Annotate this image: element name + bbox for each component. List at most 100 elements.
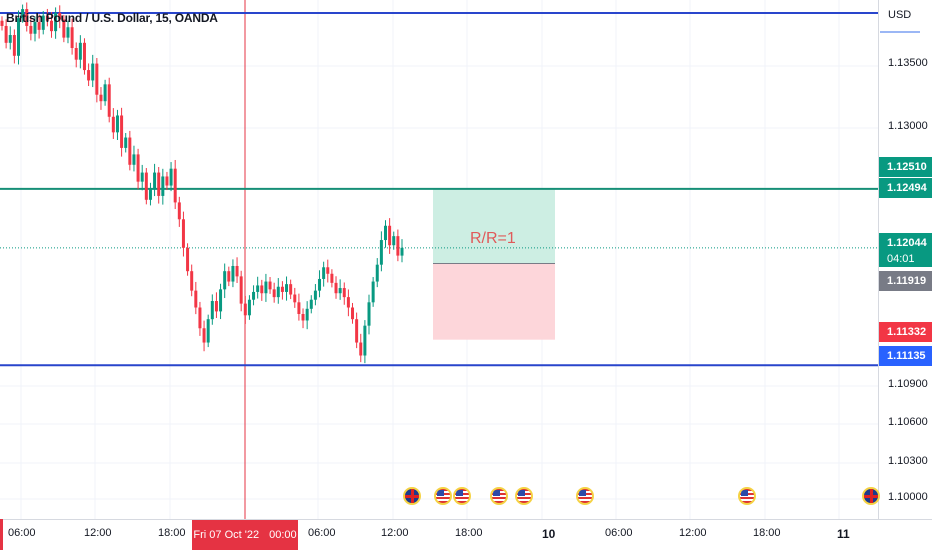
time-axis[interactable] <box>0 519 932 551</box>
candle-body <box>235 265 239 277</box>
candle-body <box>293 294 297 303</box>
candle-body <box>231 265 235 282</box>
candle-body <box>396 236 400 256</box>
candle-body <box>194 290 198 308</box>
us-flag-icon[interactable] <box>490 487 508 505</box>
us-flag-icon[interactable] <box>453 487 471 505</box>
candle-body <box>111 116 115 133</box>
price-tag-crosshair: 1.11919 <box>879 271 932 291</box>
candle-body <box>400 247 404 256</box>
time-label: 12:00 <box>381 527 409 539</box>
candle-body <box>239 276 243 304</box>
candle-body <box>181 219 185 248</box>
candle-body <box>169 168 173 186</box>
uk-flag-icon[interactable] <box>862 487 880 505</box>
candle-body <box>276 286 280 298</box>
candle-body <box>301 313 305 321</box>
candle-body <box>388 225 392 246</box>
candle-body <box>153 172 157 190</box>
candle-body <box>132 154 136 165</box>
candle-body <box>66 27 70 38</box>
candle-body <box>37 22 41 30</box>
risk-reward-label[interactable]: R/R=1 <box>470 230 516 247</box>
time-label: 06:00 <box>308 527 336 539</box>
candle-body <box>144 172 148 200</box>
candle-body <box>313 290 317 300</box>
candle-body <box>206 319 210 343</box>
candle-body <box>379 240 383 265</box>
candle-body <box>107 84 111 117</box>
candle-body <box>252 291 256 300</box>
candle-body <box>148 189 152 200</box>
us-flag-icon[interactable] <box>434 487 452 505</box>
uk-flag-icon[interactable] <box>403 487 421 505</box>
price-tag-support-level: 1.11135 <box>879 346 932 366</box>
us-flag-icon[interactable] <box>515 487 533 505</box>
price-tick: 1.10000 <box>888 491 928 503</box>
candle-body <box>177 202 181 220</box>
crosshair-time-label: Fri 07 Oct '22 00:00 <box>192 520 298 550</box>
candle-body <box>392 236 396 246</box>
currency-underline <box>880 31 920 33</box>
candle-body <box>25 9 29 26</box>
crosshair-date: Fri 07 Oct '22 <box>193 529 260 541</box>
candle-body <box>210 301 214 320</box>
price-tick: 1.13000 <box>888 120 928 132</box>
candle-body <box>12 35 16 56</box>
candle-body <box>45 15 49 21</box>
candle-body <box>256 285 260 292</box>
time-label: 18:00 <box>158 527 186 539</box>
candle-body <box>186 247 190 272</box>
time-label: 06:00 <box>605 527 633 539</box>
candle-body <box>322 267 326 279</box>
candle-body <box>214 301 218 312</box>
candle-body <box>115 115 119 133</box>
candle-body <box>268 281 272 290</box>
candle-body <box>49 20 53 32</box>
candle-body <box>375 264 379 282</box>
candle-body <box>103 84 107 102</box>
candle-body <box>87 70 91 81</box>
time-label: 12:00 <box>84 527 112 539</box>
candle-body <box>128 137 132 165</box>
symbol-title[interactable]: British Pound / U.S. Dollar, 15, OANDA <box>6 11 218 25</box>
candle-body <box>136 154 140 182</box>
candle-body <box>161 176 165 196</box>
candle-body <box>82 42 86 71</box>
candle-body <box>140 172 144 182</box>
candle-body <box>173 168 177 203</box>
time-label: 12:00 <box>679 527 707 539</box>
candle-body <box>264 281 268 294</box>
candle-body <box>41 15 45 30</box>
candle-body <box>70 27 74 49</box>
candle-body <box>29 25 33 34</box>
price-chart[interactable] <box>0 0 878 519</box>
candle-body <box>202 328 206 343</box>
time-axis-marker <box>0 519 3 550</box>
candle-body <box>190 271 194 291</box>
price-tag-stop-level: 1.11332 <box>879 322 932 342</box>
currency-label[interactable]: USD <box>888 9 912 21</box>
candle-body <box>346 297 350 308</box>
chart-area[interactable]: British Pound / U.S. Dollar, 15, OANDA R… <box>0 0 878 519</box>
candle-body <box>260 285 264 294</box>
candle-body <box>74 48 78 60</box>
candle-body <box>247 299 251 316</box>
candle-body <box>297 302 301 314</box>
candle-body <box>58 12 62 20</box>
us-flag-icon[interactable] <box>576 487 594 505</box>
us-flag-icon[interactable] <box>738 487 756 505</box>
candle-body <box>309 299 313 309</box>
candle-body <box>8 35 12 43</box>
bar-countdown: 04:01 <box>879 253 932 267</box>
candle-body <box>285 284 289 292</box>
candle-body <box>363 325 367 356</box>
candle-body <box>54 12 58 32</box>
candle-body <box>305 308 309 321</box>
candle-body <box>4 25 8 43</box>
candle-body <box>165 176 169 186</box>
candle-body <box>157 172 161 196</box>
crosshair-hour: 00:00 <box>269 529 297 541</box>
candle-body <box>99 94 103 102</box>
price-tick: 1.13500 <box>888 57 928 69</box>
